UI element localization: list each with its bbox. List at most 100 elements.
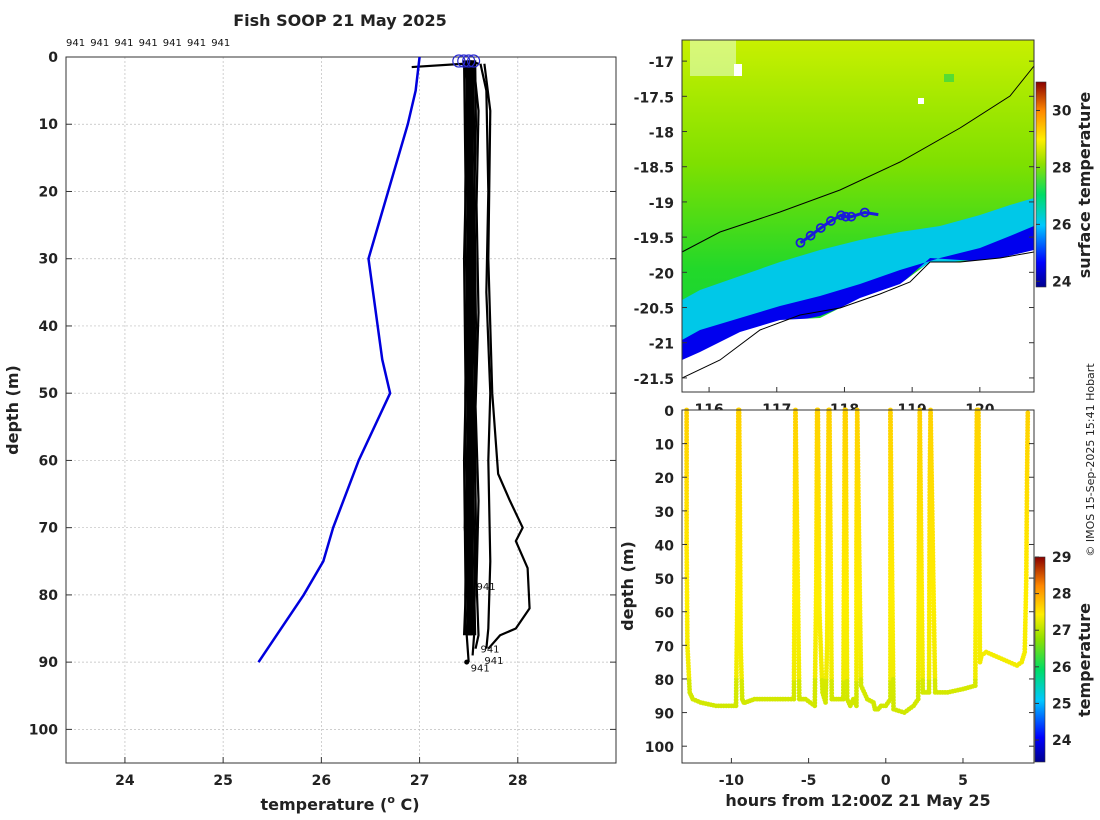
depth-time-y-tick-label: 0 (664, 404, 674, 420)
profile-y-tick-label: 100 (29, 722, 58, 738)
map-track-point (859, 207, 870, 218)
depth-time-track (684, 407, 1031, 715)
profile-x-tick-label: 28 (508, 773, 527, 789)
figure-title: Fish SOOP 21 May 2025 (233, 11, 447, 30)
depth-time-panel: 0 10 20 30 40 50 60 70 80 90 100 -10 -5 0 5 hours fro… (618, 404, 1094, 810)
map-lat-tick-label: -20.5 (634, 302, 674, 318)
depth-time-y-tick-label: 20 (655, 471, 675, 487)
profile-y-ticks: 0 10 20 30 40 50 60 70 80 90 100 (29, 50, 616, 738)
map-lat-tick-label: -17 (649, 55, 674, 71)
black-profile-line (473, 60, 478, 636)
map-lat-tick-label: -20 (649, 266, 675, 282)
profile-x-ticks: 24 25 26 27 28 (115, 757, 528, 789)
blue-profile (257, 56, 421, 663)
map-lat-ticks: -17 -17.5 -18 -18.5 -19 -19.5 -20 -20.5 -21 -21.5 (634, 55, 1034, 388)
profile-y-tick-label: 0 (48, 50, 58, 66)
depth-time-y-tick-label: 60 (655, 606, 675, 622)
depth-time-y-tick-label: 30 (655, 505, 675, 521)
sst-colorbar-label: surface temperature (1075, 92, 1094, 279)
map-axes-frame (681, 39, 1035, 393)
temperature-colorbar-tick-label: 29 (1052, 550, 1071, 566)
map-track-point (846, 211, 857, 222)
profile-top-label: 941 (114, 38, 133, 49)
profile-end-label: 941 (484, 656, 503, 667)
depth-time-point (1025, 410, 1031, 416)
depth-time-y-tick-label: 70 (655, 639, 675, 655)
blue-profile-line (257, 56, 421, 663)
map-lat-tick-label: -18 (649, 126, 674, 142)
temperature-colorbar-label: temperature (1075, 603, 1094, 717)
map-vessel-track (795, 207, 879, 248)
profile-y-tick-label: 70 (39, 521, 59, 537)
surface-marker-circle (462, 54, 476, 68)
profile-x-tick-label: 24 (115, 773, 135, 789)
profile-y-tick-label: 20 (39, 184, 59, 200)
profile-top-label: 941 (211, 38, 230, 49)
depth-time-axes-frame (681, 409, 1035, 764)
profile-x-label: temperature (o C) (260, 793, 419, 814)
map-track-point (815, 223, 826, 233)
depth-time-y-tick-label: 90 (655, 707, 675, 723)
map-track-point (836, 210, 846, 221)
depth-time-y-tick-label: 100 (645, 740, 674, 756)
map-track-point (840, 211, 851, 222)
temperature-colorbar (1034, 556, 1046, 763)
sst-colorbar-tick-label: 28 (1052, 160, 1071, 176)
surface-marker-circle (452, 54, 466, 68)
map-track-point (805, 230, 816, 241)
surface-marker-circle (466, 54, 481, 68)
profile-end-label: 941 (480, 645, 499, 656)
depth-time-x-tick-label: -10 (719, 773, 745, 789)
sst-colorbar-tick-label: 24 (1052, 274, 1072, 290)
profile-end-label: 941 (477, 582, 496, 593)
profile-end-label: 941 (471, 664, 490, 675)
temperature-colorbar-tick-label: 27 (1052, 623, 1071, 639)
black-profile-line (467, 60, 472, 636)
sst-colorbar-tick-label: 26 (1052, 217, 1071, 233)
profile-top-label: 941 (139, 38, 158, 49)
profile-y-tick-label: 30 (39, 252, 59, 268)
sst-colorbar-tick-label: 30 (1052, 103, 1072, 119)
black-profile-line (479, 63, 492, 649)
depth-time-y-ticks: 0 10 20 30 40 50 60 70 80 90 100 (645, 404, 1034, 756)
black-profile-line (483, 63, 531, 650)
map-lat-tick-label: -19 (649, 196, 674, 212)
temperature-colorbar-tick-label: 28 (1052, 587, 1071, 603)
sst-map-panel: -17 -17.5 -18 -18.5 -19 -19.5 -20 -20.5 -21 -21.5… (634, 39, 1094, 418)
temperature-colorbar-ticks: 24 25 26 27 28 29 (1035, 550, 1072, 749)
profile-top-label: 941 (163, 38, 182, 49)
temperature-colorbar-tick-label: 25 (1052, 696, 1071, 712)
profile-y-tick-label: 90 (39, 655, 59, 671)
depth-time-y-tick-label: 80 (655, 673, 675, 689)
profile-top-labels: 941 941 941 941 941 941 941 (66, 38, 230, 49)
profile-y-tick-label: 40 (39, 319, 59, 335)
map-track-point (795, 237, 806, 248)
depth-time-x-label: hours from 12:00Z 21 May 25 (725, 791, 990, 810)
surface-marker-circle (457, 54, 471, 68)
depth-time-x-tick-label: 5 (958, 773, 968, 789)
profile-end-dot (464, 659, 470, 665)
profile-x-tick-label: 26 (312, 773, 331, 789)
profile-y-tick-label: 50 (39, 386, 59, 402)
surface-markers (452, 54, 481, 68)
sst-map-field (682, 40, 1034, 392)
profile-y-tick-label: 80 (39, 588, 59, 604)
profile-x-tick-label: 27 (410, 773, 429, 789)
map-lat-tick-label: -19.5 (634, 231, 674, 247)
imos-credit: © IMOS 15-Sep-2025 15:41 Hobart (1084, 363, 1097, 557)
temperature-colorbar-tick-label: 24 (1052, 733, 1072, 749)
depth-time-x-tick-label: -5 (801, 773, 817, 789)
profile-top-label: 941 (66, 38, 85, 49)
black-profiles (411, 60, 531, 663)
depth-time-y-label: depth (m) (618, 541, 637, 631)
depth-time-y-tick-label: 40 (655, 538, 675, 554)
black-profile-line (471, 60, 475, 636)
profile-top-label: 941 (90, 38, 109, 49)
map-lat-tick-label: -21.5 (634, 372, 674, 388)
profile-y-tick-label: 10 (39, 117, 59, 133)
depth-time-x-tick-label: 0 (881, 773, 891, 789)
depth-time-y-tick-label: 50 (655, 572, 675, 588)
